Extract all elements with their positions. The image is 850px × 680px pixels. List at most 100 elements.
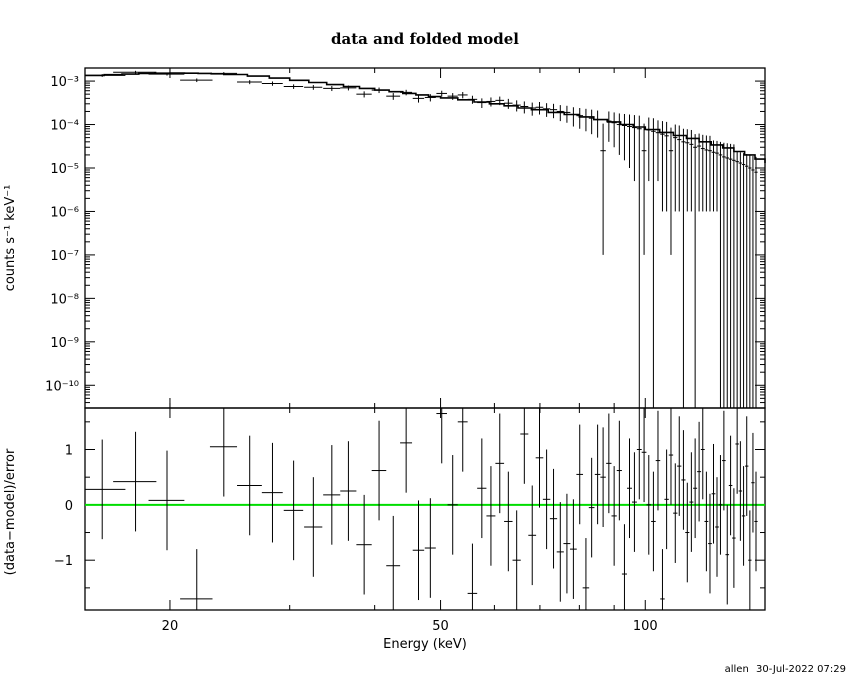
footer-stamp: allen 30-Jul-2022 07:29 <box>725 664 846 675</box>
data-point <box>606 111 612 142</box>
top-y-tick-label: 10⁻⁴ <box>50 119 79 134</box>
residual-point <box>436 408 447 464</box>
residual-point <box>689 452 694 552</box>
data-point <box>457 92 468 99</box>
residual-point <box>486 466 496 566</box>
residual-point <box>356 494 372 595</box>
data-point <box>732 144 736 408</box>
residual-point <box>681 430 686 530</box>
x-tick-label: 100 <box>633 619 658 634</box>
residual-point <box>512 510 521 610</box>
data-point <box>600 123 606 255</box>
residual-point <box>424 498 436 598</box>
data-point <box>685 129 690 212</box>
residual-point <box>576 424 584 525</box>
residual-point <box>340 441 357 541</box>
data-point <box>582 108 590 132</box>
data-point <box>673 124 678 212</box>
residual-point <box>447 455 458 555</box>
residual-point <box>636 408 642 500</box>
data-point <box>668 127 674 255</box>
data-point <box>722 142 726 408</box>
residual-point <box>556 502 564 602</box>
data-point <box>631 115 637 182</box>
residual-point <box>148 450 185 551</box>
data-point <box>400 89 413 96</box>
data-point <box>725 143 730 408</box>
data-point <box>660 121 665 212</box>
residual-point <box>594 424 601 525</box>
residual-point <box>646 455 652 555</box>
residual-point <box>504 471 513 572</box>
data-point <box>261 81 283 86</box>
residual-point <box>722 410 726 511</box>
data-point <box>424 94 436 102</box>
data-point <box>754 156 758 408</box>
data-point <box>616 113 622 155</box>
residual-point <box>700 408 705 500</box>
residual-point <box>677 416 682 516</box>
residual-point <box>668 408 674 505</box>
data-point <box>588 109 595 135</box>
residual-point <box>673 463 678 563</box>
residual-point <box>209 408 238 497</box>
residual-point <box>732 488 736 588</box>
data-point <box>283 84 304 89</box>
residual-point <box>323 445 341 545</box>
residual-point <box>685 482 690 583</box>
residual-point <box>477 438 487 539</box>
data-point <box>646 117 652 182</box>
data-point <box>704 135 709 212</box>
residual-point <box>261 442 283 543</box>
data-point <box>718 141 723 408</box>
top-y-ticks: 10⁻¹⁰ 10⁻⁹ 10⁻⁸ 10⁻⁷ 10⁻⁶ 10⁻⁵ 10⁻⁴ 10⁻³ <box>45 67 765 409</box>
residual-point <box>660 549 665 610</box>
residual-point <box>626 438 632 539</box>
bottom-plot-frame <box>84 407 766 611</box>
data-point <box>180 78 213 83</box>
data-point <box>735 151 739 408</box>
residual-point <box>751 432 755 533</box>
x-axis-label: Energy (keV) <box>383 637 467 652</box>
residual-point <box>621 524 627 610</box>
residual-point <box>304 477 323 577</box>
data-point <box>641 123 647 255</box>
data-point <box>85 74 126 77</box>
residual-point <box>711 443 716 544</box>
data-point <box>386 93 401 100</box>
residual-point <box>569 499 577 599</box>
data-point <box>486 97 496 107</box>
data-point <box>711 140 716 212</box>
data-point <box>504 98 513 109</box>
x-tick-label: 50 <box>432 619 449 634</box>
data-point <box>209 72 238 75</box>
model-step-line <box>85 72 766 163</box>
data-point <box>611 112 617 148</box>
data-point <box>340 85 357 91</box>
data-point <box>371 87 387 94</box>
data-point <box>477 98 487 109</box>
data-point <box>693 134 698 408</box>
residual-point <box>400 408 413 493</box>
bottom-y-tick-label: −1 <box>54 554 73 569</box>
footer-timestamp: 30-Jul-2022 07:29 <box>756 664 846 675</box>
residual-point <box>735 408 739 494</box>
data-point <box>700 134 705 212</box>
top-y-tick-label: 10⁻⁹ <box>50 336 79 351</box>
residual-points <box>85 408 758 610</box>
data-point <box>512 100 521 112</box>
model-curve <box>85 72 766 163</box>
data-point <box>636 115 642 408</box>
data-point <box>556 105 564 122</box>
data-point <box>621 113 627 161</box>
residual-point <box>180 549 213 610</box>
data-point <box>237 80 262 85</box>
residual-point <box>651 471 656 572</box>
residual-point <box>386 515 401 610</box>
data-point <box>549 103 558 119</box>
data-point <box>148 72 185 76</box>
residual-point <box>748 510 752 610</box>
residual-point <box>457 408 468 472</box>
data-point <box>356 91 372 98</box>
